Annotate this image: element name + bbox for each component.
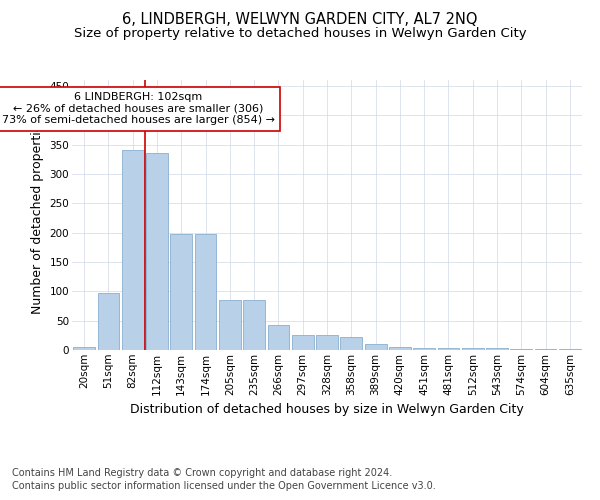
Bar bbox=[73, 347, 95, 350]
Bar bbox=[292, 334, 314, 350]
Text: Contains public sector information licensed under the Open Government Licence v3: Contains public sector information licen… bbox=[12, 481, 436, 491]
Bar bbox=[194, 234, 217, 350]
Text: 6, LINDBERGH, WELWYN GARDEN CITY, AL7 2NQ: 6, LINDBERGH, WELWYN GARDEN CITY, AL7 2N… bbox=[122, 12, 478, 28]
Bar bbox=[268, 325, 289, 350]
Bar bbox=[559, 349, 581, 350]
Text: Contains HM Land Registry data © Crown copyright and database right 2024.: Contains HM Land Registry data © Crown c… bbox=[12, 468, 392, 477]
Bar bbox=[122, 150, 143, 350]
Bar bbox=[316, 336, 338, 350]
Bar bbox=[219, 300, 241, 350]
Bar bbox=[170, 234, 192, 350]
Bar bbox=[462, 348, 484, 350]
Bar bbox=[243, 300, 265, 350]
Text: 6 LINDBERGH: 102sqm
← 26% of detached houses are smaller (306)
73% of semi-detac: 6 LINDBERGH: 102sqm ← 26% of detached ho… bbox=[2, 92, 275, 126]
X-axis label: Distribution of detached houses by size in Welwyn Garden City: Distribution of detached houses by size … bbox=[130, 403, 524, 416]
Bar bbox=[437, 348, 460, 350]
Bar bbox=[486, 348, 508, 350]
Bar bbox=[365, 344, 386, 350]
Bar bbox=[389, 347, 411, 350]
Bar bbox=[97, 293, 119, 350]
Bar bbox=[413, 348, 435, 350]
Bar bbox=[146, 154, 168, 350]
Bar bbox=[340, 337, 362, 350]
Y-axis label: Number of detached properties: Number of detached properties bbox=[31, 116, 44, 314]
Text: Size of property relative to detached houses in Welwyn Garden City: Size of property relative to detached ho… bbox=[74, 28, 526, 40]
